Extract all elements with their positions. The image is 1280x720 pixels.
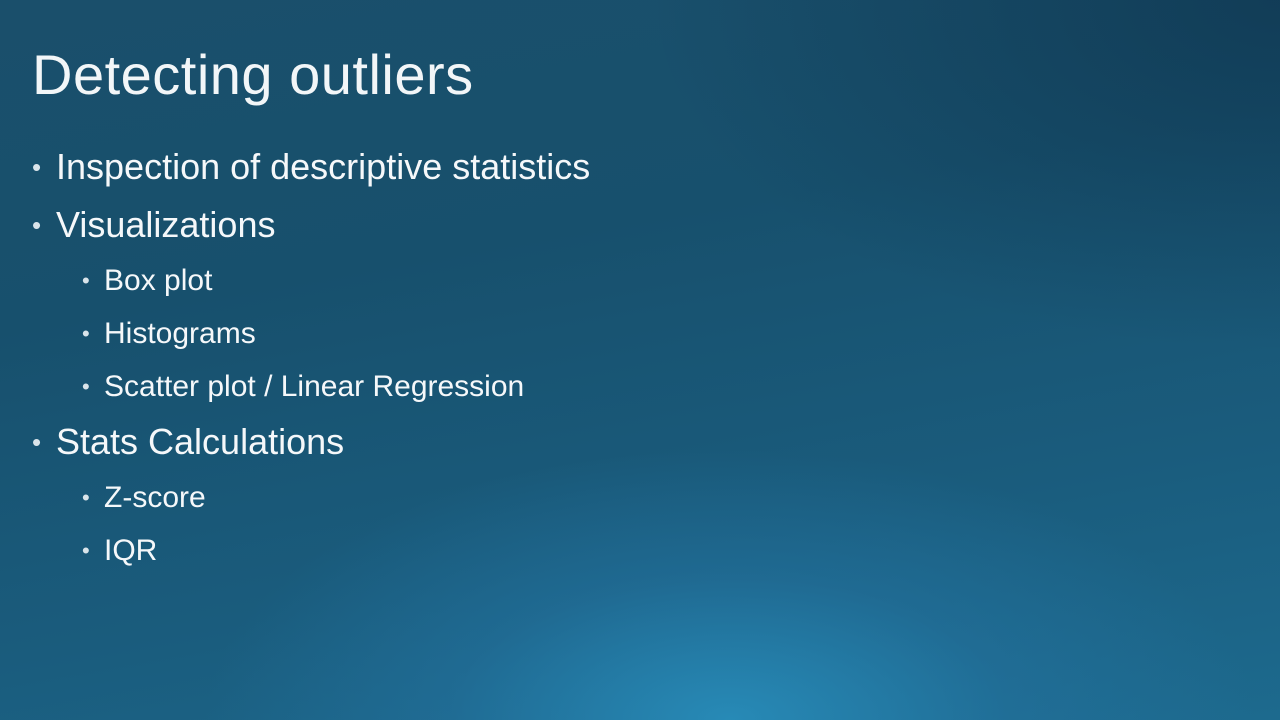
- bullet-dot-icon: •: [82, 320, 90, 346]
- sub-bullet-item-z-score: • Z-score: [32, 471, 590, 524]
- bullet-text: Stats Calculations: [56, 421, 345, 462]
- bullet-text: Visualizations: [56, 204, 276, 245]
- bullet-text: Histograms: [104, 316, 256, 350]
- bullet-dot-icon: •: [32, 209, 42, 240]
- bullet-dot-icon: •: [32, 426, 42, 457]
- bullet-dot-icon: •: [82, 537, 90, 563]
- bullet-text: Box plot: [104, 263, 213, 297]
- bullet-text: Z-score: [104, 480, 206, 514]
- bullet-list: • Inspection of descriptive statistics •…: [32, 138, 590, 577]
- bullet-item-descriptive-statistics: • Inspection of descriptive statistics: [32, 138, 590, 196]
- bullet-dot-icon: •: [82, 484, 90, 510]
- bullet-dot-icon: •: [32, 151, 42, 182]
- bullet-text: IQR: [104, 533, 158, 567]
- bullet-item-visualizations: • Visualizations: [32, 196, 590, 254]
- sub-bullet-item-histograms: • Histograms: [32, 307, 590, 360]
- bullet-text: Inspection of descriptive statistics: [56, 146, 591, 187]
- bullet-dot-icon: •: [82, 373, 90, 399]
- sub-bullet-item-iqr: • IQR: [32, 524, 590, 577]
- bullet-text: Scatter plot / Linear Regression: [104, 369, 525, 403]
- sub-bullet-item-box-plot: • Box plot: [32, 254, 590, 307]
- slide-title: Detecting outliers: [32, 43, 474, 106]
- bullet-item-stats-calculations: • Stats Calculations: [32, 413, 590, 471]
- bullet-dot-icon: •: [82, 267, 90, 293]
- sub-bullet-item-scatter-plot: • Scatter plot / Linear Regression: [32, 360, 590, 413]
